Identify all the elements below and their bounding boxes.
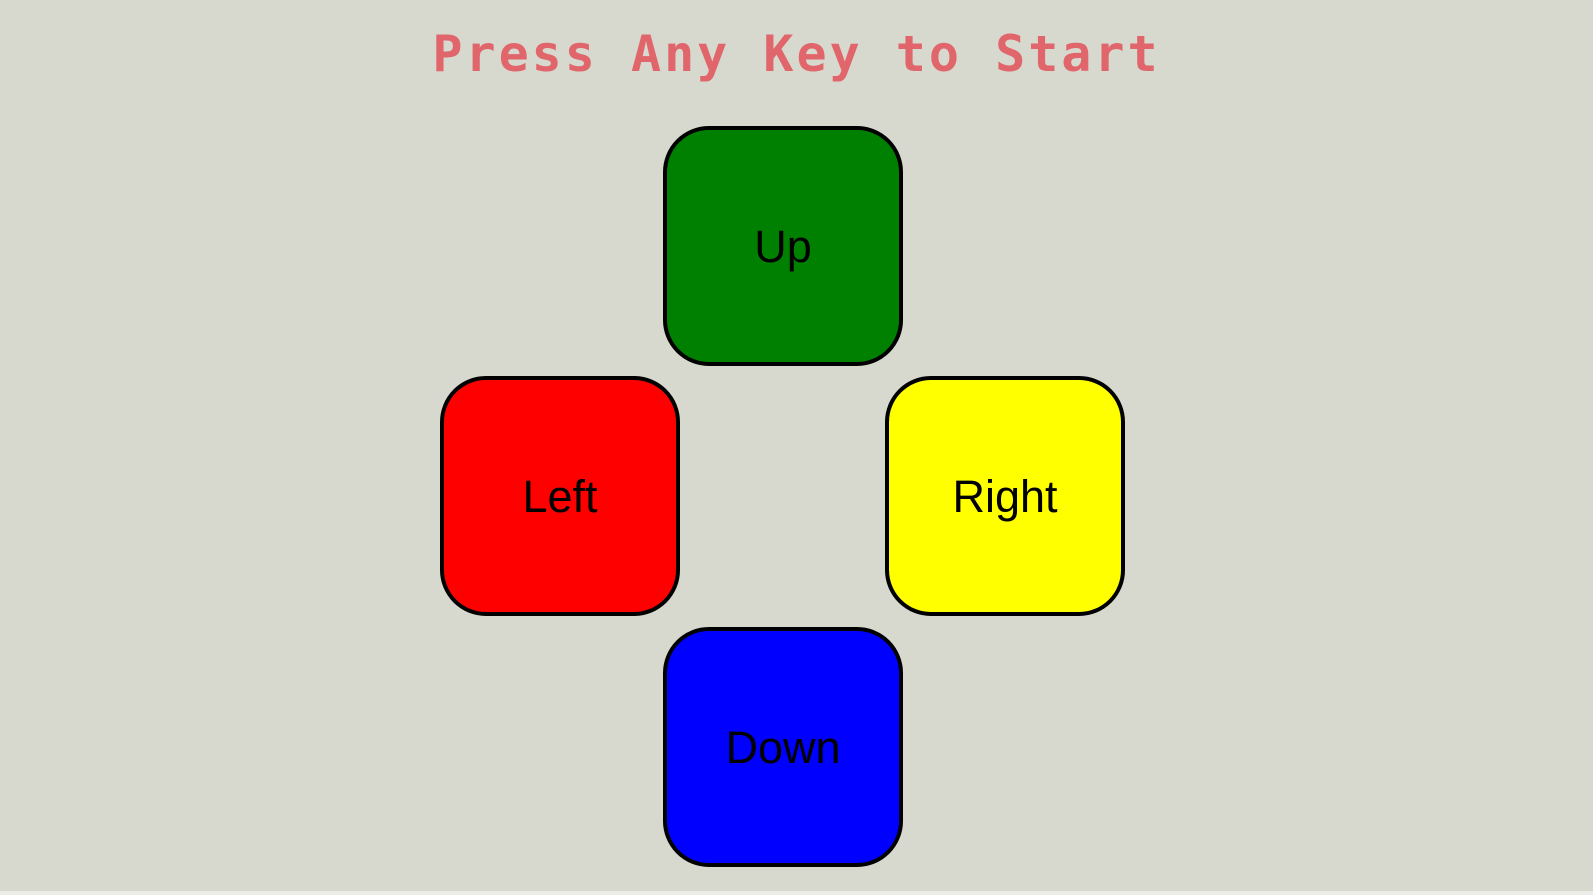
left-button[interactable]: Left (440, 376, 680, 616)
start-prompt: Press Any Key to Start (432, 25, 1161, 83)
down-button-label: Down (725, 721, 841, 773)
up-button-label: Up (754, 220, 812, 272)
right-button-label: Right (952, 470, 1058, 522)
left-button-label: Left (522, 470, 598, 522)
bottom-edge (0, 891, 1593, 895)
right-button[interactable]: Right (885, 376, 1125, 616)
down-button[interactable]: Down (663, 627, 903, 867)
up-button[interactable]: Up (663, 126, 903, 366)
